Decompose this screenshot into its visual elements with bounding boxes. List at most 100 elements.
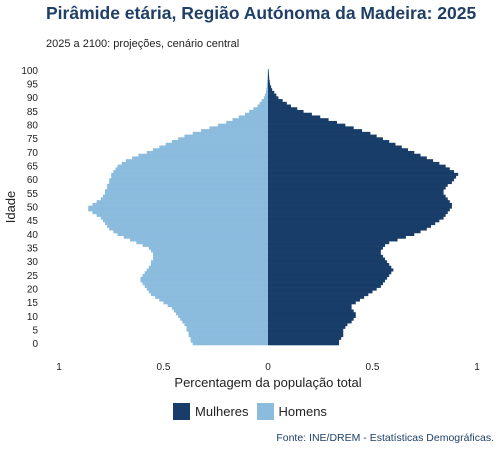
- bar-homens-age-14: [167, 304, 268, 308]
- bar-mulheres-age-9: [268, 317, 354, 321]
- bar-homens-age-42: [109, 227, 268, 231]
- bar-homens-age-90: [263, 96, 268, 100]
- legend-swatch-homens: [256, 403, 274, 420]
- legend-label-mulheres: Mulheres: [195, 404, 249, 419]
- bar-mulheres-age-53: [268, 197, 448, 201]
- bar-mulheres-age-85: [268, 109, 304, 114]
- bars-group: [88, 69, 459, 346]
- bar-homens-age-88: [259, 101, 268, 105]
- bar-mulheres-age-65: [268, 164, 446, 168]
- bar-mulheres-age-67: [268, 159, 434, 163]
- bar-mulheres-age-54: [268, 194, 446, 198]
- bar-homens-age-49: [88, 208, 268, 212]
- bar-homens-age-24: [140, 276, 268, 280]
- bar-homens-age-48: [92, 211, 268, 215]
- bar-mulheres-age-97: [268, 77, 270, 81]
- bar-mulheres-age-64: [268, 167, 450, 171]
- bar-mulheres-age-25: [268, 273, 390, 277]
- y-tick-label: 40: [27, 230, 39, 241]
- bar-homens-age-10: [178, 314, 268, 318]
- bar-mulheres-age-18: [268, 293, 369, 297]
- bar-homens-age-35: [148, 246, 268, 250]
- bar-homens-age-51: [92, 202, 268, 206]
- bar-mulheres-age-35: [268, 246, 383, 250]
- bar-mulheres-age-44: [268, 222, 436, 226]
- bar-homens-age-70: [146, 150, 268, 155]
- bar-homens-age-92: [265, 90, 268, 94]
- bar-mulheres-age-26: [268, 271, 392, 275]
- bar-homens-age-40: [117, 232, 269, 236]
- x-tick-label: 0.5: [366, 362, 380, 373]
- x-axis-label: Percentagem da população total: [174, 375, 361, 390]
- bar-mulheres-age-89: [268, 99, 283, 103]
- bar-homens-age-45: [102, 219, 268, 223]
- y-tick-label: 35: [27, 243, 39, 254]
- y-tick-label: 45: [27, 216, 39, 227]
- bar-mulheres-age-10: [268, 314, 356, 318]
- bar-mulheres-age-87: [268, 104, 291, 108]
- bar-homens-age-87: [257, 104, 268, 108]
- bar-mulheres-age-73: [268, 142, 396, 146]
- y-tick-label: 85: [27, 107, 39, 118]
- bar-mulheres-age-82: [268, 118, 329, 122]
- bar-homens-age-80: [217, 123, 268, 127]
- bar-mulheres-age-11: [268, 312, 356, 316]
- bar-homens-age-43: [107, 224, 268, 228]
- bar-homens-age-36: [142, 243, 268, 247]
- bar-homens-age-4: [188, 331, 268, 335]
- bar-mulheres-age-91: [268, 93, 277, 97]
- bar-homens-age-8: [182, 320, 268, 324]
- bar-homens-age-93: [266, 88, 268, 92]
- bar-homens-age-65: [117, 164, 269, 168]
- bar-mulheres-age-28: [268, 265, 392, 269]
- bar-homens-age-63: [113, 170, 268, 174]
- y-tick-label: 95: [27, 80, 39, 91]
- bar-mulheres-age-15: [268, 301, 356, 305]
- bar-mulheres-age-75: [268, 137, 383, 141]
- bar-mulheres-age-96: [268, 79, 270, 83]
- bar-mulheres-age-39: [268, 235, 406, 239]
- bar-mulheres-age-88: [268, 101, 287, 105]
- bar-mulheres-age-22: [268, 282, 383, 286]
- bar-homens-age-53: [100, 197, 268, 201]
- bar-homens-age-22: [142, 282, 268, 286]
- bar-homens-age-37: [136, 241, 268, 245]
- bar-homens-age-20: [146, 287, 268, 291]
- bar-homens-age-97: [267, 77, 268, 81]
- bar-homens-age-18: [150, 293, 268, 297]
- bar-mulheres-age-80: [268, 123, 346, 127]
- x-axis-ticks: 1 0.5 0 0.5 1: [56, 362, 480, 373]
- x-tick-label: 1: [474, 362, 480, 373]
- bar-homens-age-29: [150, 263, 268, 267]
- bar-homens-age-7: [184, 323, 268, 327]
- bar-mulheres-age-16: [268, 298, 360, 302]
- bar-mulheres-age-17: [268, 295, 365, 299]
- bar-mulheres-age-1: [268, 339, 340, 343]
- y-tick-label: 60: [27, 175, 39, 186]
- y-tick-label: 25: [27, 271, 39, 282]
- y-axis-label: Idade: [3, 191, 18, 224]
- bar-homens-age-16: [159, 298, 268, 302]
- bar-homens-age-66: [121, 161, 268, 165]
- bar-mulheres-age-98: [268, 74, 270, 78]
- bar-mulheres-age-5: [268, 328, 344, 332]
- bar-mulheres-age-20: [268, 287, 377, 291]
- bar-homens-age-27: [146, 268, 268, 272]
- bar-mulheres-age-41: [268, 230, 421, 234]
- bar-mulheres-age-47: [268, 213, 446, 217]
- bar-mulheres-age-56: [268, 189, 444, 193]
- bar-homens-age-19: [148, 290, 268, 294]
- y-tick-label: 55: [27, 189, 39, 200]
- bar-homens-age-77: [192, 131, 268, 135]
- bar-homens-age-30: [150, 260, 268, 264]
- bar-homens-age-81: [226, 120, 268, 124]
- bar-mulheres-age-62: [268, 172, 459, 176]
- bar-homens-age-33: [153, 252, 268, 256]
- bar-homens-age-61: [111, 175, 268, 179]
- bar-homens-age-1: [190, 339, 268, 343]
- bar-mulheres-age-58: [268, 183, 448, 187]
- bar-mulheres-age-77: [268, 131, 371, 135]
- bar-mulheres-age-90: [268, 96, 279, 100]
- bar-homens-age-68: [132, 156, 268, 160]
- bar-mulheres-age-12: [268, 309, 354, 313]
